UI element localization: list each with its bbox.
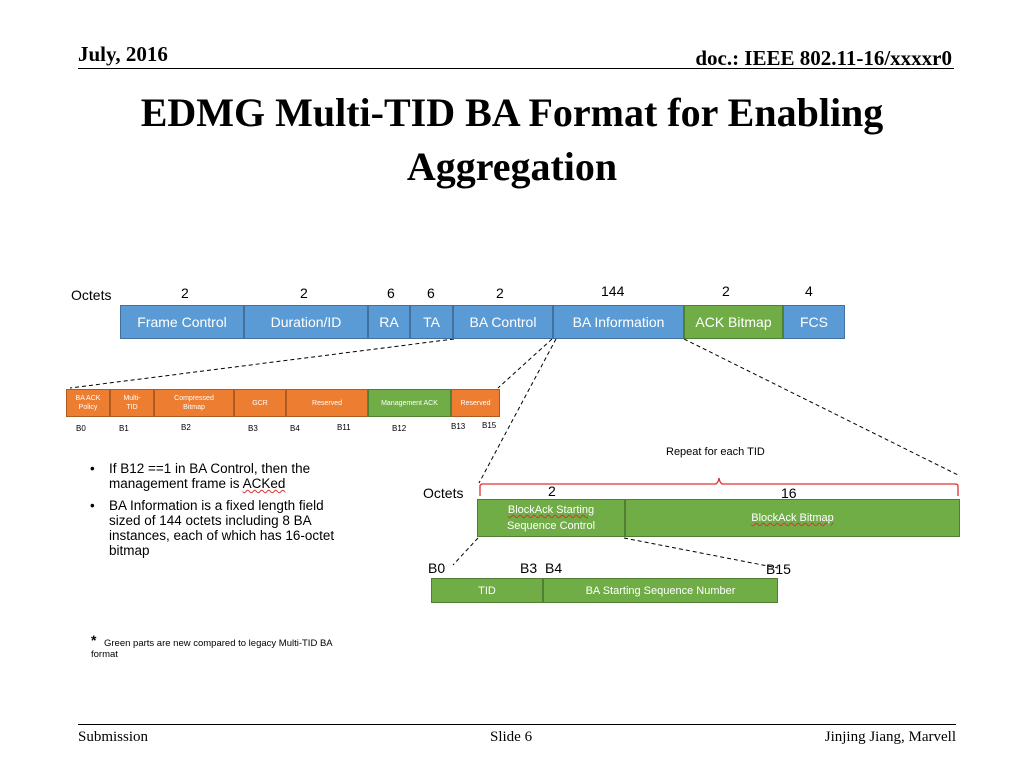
ssc-bit-b4: B4 [545,560,563,576]
bullet-dot-2: • [90,498,95,513]
bullet-1: If B12 ==1 in BA Control, then the manag… [109,461,409,491]
bainfo-bitmap-label: BlockAck Bitmap [751,512,834,524]
field-frame-control: Frame Control [120,305,244,339]
slide-title: EDMG Multi-TID BA Format for Enabling Ag… [60,86,964,194]
title-line-2: Aggregation [406,144,618,189]
octet-frame-control: 2 [181,285,189,301]
footer-submission: Submission [78,729,149,745]
octet-bainfo-ssc: 2 [548,483,556,499]
field-duration-id: Duration/ID [244,305,368,339]
header-divider [78,68,954,69]
octet-ta: 6 [427,285,435,301]
bit-b1: B1 [119,424,129,433]
bainfo-starting-seq-control: BlockAck Starting Sequence Control [477,499,625,537]
dash-line-bainfo-right [683,338,961,477]
field-ba-information: BA Information [553,305,684,339]
bactrl-compressed-bitmap: Compressed Bitmap [154,389,234,417]
bullet-2-l1: BA Information is a fixed length field [109,498,324,513]
acked-word: ACKed [242,476,286,491]
footer-slide-number: Slide 6 [490,729,533,745]
dash-line-ssc-left [452,537,479,566]
bullet-1-l1: If B12 ==1 in BA Control, then the [109,461,311,476]
ssc-bit-b3: B3 [520,560,538,576]
bit-b12: B12 [392,424,407,433]
bit-b11: B11 [337,423,351,432]
bactrl-compressed-bitmap-l2: Bitmap [183,404,205,411]
octet-ba-control: 2 [496,285,504,301]
octet-ack-bitmap: 2 [722,283,730,299]
bainfo-ssc-l2: Sequence Control [506,520,596,532]
note-l1: Green parts are new compared to legacy M… [104,638,333,649]
note-star: * [91,632,97,648]
dash-line-ssc-right [623,537,779,569]
bactrl-multi-tid-l1: Multi- [123,395,141,402]
bullet-2: BA Information is a fixed length field s… [109,498,409,558]
dash-line-bactrl-left [69,338,455,389]
bactrl-ba-ack-policy-l2: Policy [78,404,98,411]
bactrl-gcr: GCR [234,389,286,417]
footer-divider [78,724,956,725]
bactrl-compressed-bitmap-l1: Compressed [174,395,214,402]
frame-octets-label: Octets [71,287,112,303]
field-ba-control: BA Control [453,305,553,339]
bullet-2-l2: sized of 144 octets including 8 BA [109,513,312,528]
note-l2: format [91,649,118,660]
note-text: Green parts are new compared to legacy M… [91,638,391,660]
bit-b3: B3 [248,424,258,433]
bainfo-blockack-bitmap: BlockAck Bitmap [625,499,960,537]
bactrl-reserved-1: Reserved [286,389,368,417]
field-ack-bitmap: ACK Bitmap [684,305,783,339]
bactrl-management-ack: Management ACK [368,389,451,417]
bainfo-octets-label: Octets [423,485,464,501]
octet-fcs: 4 [805,283,813,299]
bullet-dot-1: • [90,461,95,476]
header-date: July, 2016 [78,42,168,66]
octet-ba-information: 144 [601,283,625,299]
bullet-2-l4: bitmap [109,543,150,558]
field-ra: RA [368,305,410,339]
octet-bainfo-bitmap: 16 [781,485,797,501]
ssc-bit-b0: B0 [428,560,446,576]
bit-b15: B15 [482,421,497,430]
octet-ra: 6 [387,285,395,301]
bullet-1-l2: management frame is ACKed [109,476,286,491]
repeat-label: Repeat for each TID [666,446,765,458]
bactrl-multi-tid-l2: TID [126,404,138,411]
bactrl-ba-ack-policy-l1: BA ACK [75,395,101,402]
bit-b2: B2 [181,423,191,432]
repeat-brace [479,477,959,496]
octet-duration-id: 2 [300,285,308,301]
bit-b4: B4 [290,424,300,433]
bullet-2-l3: instances, each of which has 16-octet [109,528,335,543]
bactrl-ba-ack-policy: BA ACK Policy [66,389,110,417]
title-line-1: EDMG Multi-TID BA Format for Enabling [140,90,884,135]
bainfo-ssc-l1: BlockAck Starting [507,504,595,516]
bactrl-reserved-2: Reserved [451,389,500,417]
ssc-tid: TID [431,578,543,603]
footer-author: Jinjing Jiang, Marvell [824,729,956,745]
ssc-ba-starting-seq-number: BA Starting Sequence Number [543,578,778,603]
bit-b0: B0 [76,424,86,433]
field-ta: TA [410,305,453,339]
bit-b13: B13 [451,422,466,431]
dash-line-bainfo-left [478,338,557,484]
bactrl-multi-tid: Multi- TID [110,389,154,417]
field-fcs: FCS [783,305,845,339]
ssc-bit-b15: B15 [766,561,791,577]
dash-line-bactrl-right [497,338,553,389]
header-doc-id: doc.: IEEE 802.11-16/xxxxr0 [695,46,952,70]
